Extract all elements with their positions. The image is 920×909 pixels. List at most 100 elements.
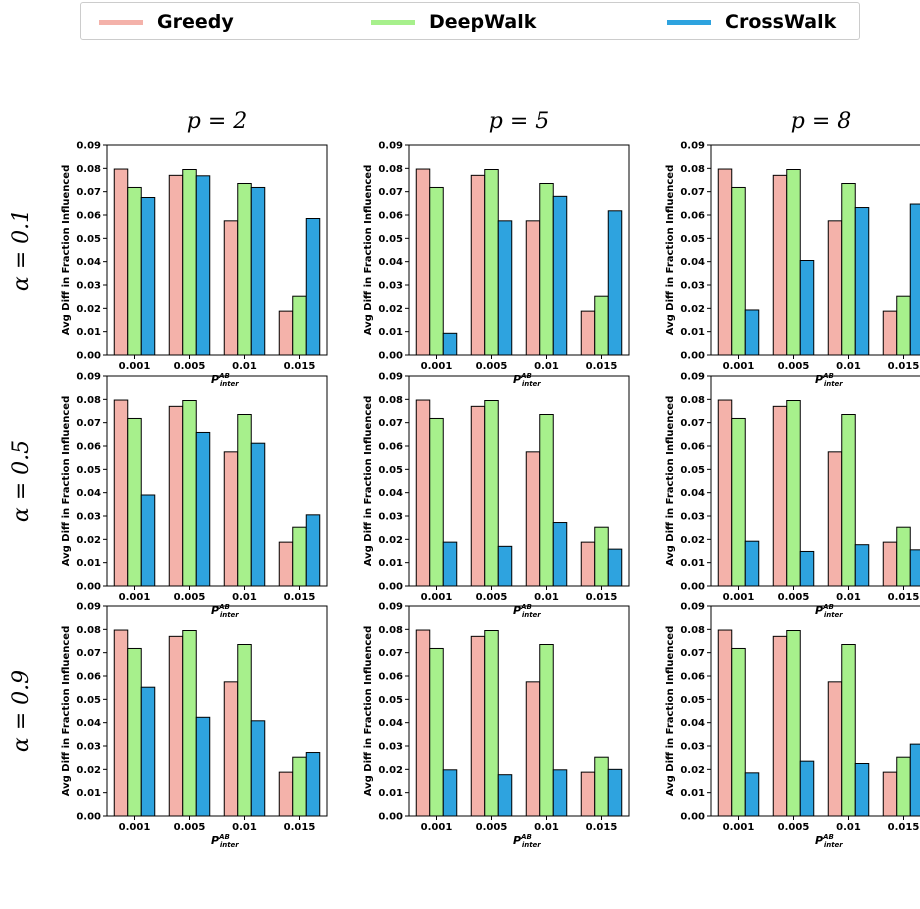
bar-greedy-0.001: [717, 399, 733, 587]
bar-deepwalk-0.001: [429, 647, 444, 817]
x-tick-label: 0.001: [421, 361, 453, 372]
y-axis-label: Avg Diff in Fraction Influenced: [665, 165, 676, 336]
x-axis-label-sup: AB: [218, 603, 230, 611]
y-tick-label: 0.05: [680, 234, 705, 245]
bar-greedy-0.005: [470, 405, 486, 587]
y-tick-label: 0.08: [76, 395, 101, 406]
subplot-1-2: 0.00 0.01 0.02 0.03 0.04 0.05 0.06 0.07 0.08 0.09…: [665, 372, 920, 619]
x-axis-label: PAB inter: [815, 833, 843, 849]
bar-deepwalk-0.001: [127, 417, 142, 587]
bar-deepwalk-0.015: [896, 295, 911, 356]
y-tick-label: 0.07: [680, 648, 705, 659]
bar-crosswalk-0.001: [442, 769, 458, 817]
y-tick-label: 0.01: [76, 788, 101, 799]
x-axis-label-sub: inter: [220, 380, 239, 388]
bar-deepwalk-0.015: [594, 526, 609, 587]
y-axis-label: Avg Diff in Fraction Influenced: [363, 626, 374, 797]
y-tick-label: 0.05: [680, 695, 705, 706]
y-tick-label: 0.03: [680, 742, 705, 753]
bar-crosswalk-0.015: [909, 743, 920, 817]
x-axis-label-sub: inter: [522, 380, 541, 388]
x-tick-label: 0.01: [836, 822, 861, 833]
bar-greedy-0.015: [278, 771, 294, 817]
bar-crosswalk-0.01: [854, 763, 870, 817]
x-axis-label-sup: AB: [520, 833, 532, 841]
axes-frame: [408, 605, 630, 817]
legend-swatch-deepwalk: [371, 19, 415, 25]
y-tick-label: 0.07: [378, 648, 403, 659]
y-tick-label: 0.06: [680, 442, 705, 453]
legend-swatch-crosswalk: [667, 19, 711, 25]
x-tick-label: 0.005: [476, 592, 508, 603]
bar-greedy-0.001: [113, 399, 129, 587]
x-tick-label: 0.001: [421, 592, 453, 603]
y-tick-label: 0.04: [680, 718, 705, 729]
y-tick-label: 0.05: [378, 465, 403, 476]
axes-frame: [106, 375, 328, 587]
bar-deepwalk-0.005: [182, 169, 197, 356]
bar-greedy-0.005: [168, 405, 184, 587]
bar-crosswalk-0.015: [909, 203, 920, 356]
bar-greedy-0.015: [580, 310, 596, 356]
y-tick-label: 0.08: [76, 164, 101, 175]
x-tick-label: 0.015: [888, 361, 920, 372]
bar-deepwalk-0.015: [594, 756, 609, 817]
axes-frame: [710, 375, 920, 587]
bar-crosswalk-0.015: [305, 514, 321, 587]
bar-greedy-0.001: [415, 399, 431, 587]
y-tick-label: 0.07: [680, 418, 705, 429]
y-tick-label: 0.01: [378, 558, 403, 569]
bar-greedy-0.015: [882, 541, 898, 587]
x-axis-label: PAB inter: [815, 372, 843, 388]
y-tick-label: 0.07: [378, 187, 403, 198]
y-tick-label: 0.04: [76, 718, 101, 729]
bar-greedy-0.005: [470, 174, 486, 356]
y-tick-label: 0.09: [76, 372, 101, 383]
bar-greedy-0.01: [525, 220, 541, 356]
bar-crosswalk-0.001: [140, 686, 156, 817]
bar-deepwalk-0.01: [237, 183, 252, 356]
bar-crosswalk-0.01: [552, 769, 568, 817]
x-axis-label: PAB inter: [211, 372, 239, 388]
y-tick-label: 0.01: [76, 558, 101, 569]
y-tick-label: 0.03: [378, 512, 403, 523]
x-axis-label: PAB inter: [815, 603, 843, 619]
x-axis-label-main: P: [211, 373, 219, 386]
x-tick-label: 0.015: [284, 361, 316, 372]
subplot-1-0: 0.00 0.01 0.02 0.03 0.04 0.05 0.06 0.07 0.08 0.09…: [61, 372, 328, 619]
legend-item-greedy: Greedy: [99, 3, 234, 41]
bar-greedy-0.01: [525, 681, 541, 817]
bar-deepwalk-0.005: [182, 630, 197, 817]
x-tick-label: 0.01: [836, 592, 861, 603]
x-axis-label-sub: inter: [824, 841, 843, 849]
bar-greedy-0.01: [827, 220, 843, 356]
y-tick-label: 0.04: [76, 488, 101, 499]
y-tick-label: 0.09: [680, 372, 705, 383]
bar-deepwalk-0.005: [182, 400, 197, 587]
bar-greedy-0.005: [772, 405, 788, 587]
x-axis-label-sub: inter: [522, 841, 541, 849]
legend-item-deepwalk: DeepWalk: [371, 3, 536, 41]
bar-greedy-0.01: [223, 451, 239, 587]
bar-crosswalk-0.005: [497, 220, 513, 356]
subplot-0-2: 0.00 0.01 0.02 0.03 0.04 0.05 0.06 0.07 0.08 0.09…: [665, 141, 920, 388]
bar-greedy-0.015: [580, 771, 596, 817]
bar-crosswalk-0.01: [552, 522, 568, 587]
y-axis-label: Avg Diff in Fraction Influenced: [61, 396, 72, 567]
bar-crosswalk-0.001: [140, 494, 156, 587]
axes-frame: [408, 375, 630, 587]
x-axis-label-main: P: [815, 834, 823, 847]
axes-frame: [710, 605, 920, 817]
bar-crosswalk-0.015: [305, 218, 321, 356]
bar-crosswalk-0.001: [744, 309, 760, 356]
x-axis-label: PAB inter: [513, 603, 541, 619]
subplot-0-0: 0.00 0.01 0.02 0.03 0.04 0.05 0.06 0.07 0.08 0.09…: [61, 141, 328, 388]
x-tick-label: 0.001: [119, 592, 151, 603]
bar-deepwalk-0.015: [292, 756, 307, 817]
y-tick-label: 0.05: [76, 695, 101, 706]
bar-crosswalk-0.015: [607, 548, 623, 587]
x-axis-label-main: P: [815, 373, 823, 386]
bar-greedy-0.005: [470, 635, 486, 817]
y-tick-label: 0.01: [76, 327, 101, 338]
bar-crosswalk-0.005: [799, 760, 815, 817]
